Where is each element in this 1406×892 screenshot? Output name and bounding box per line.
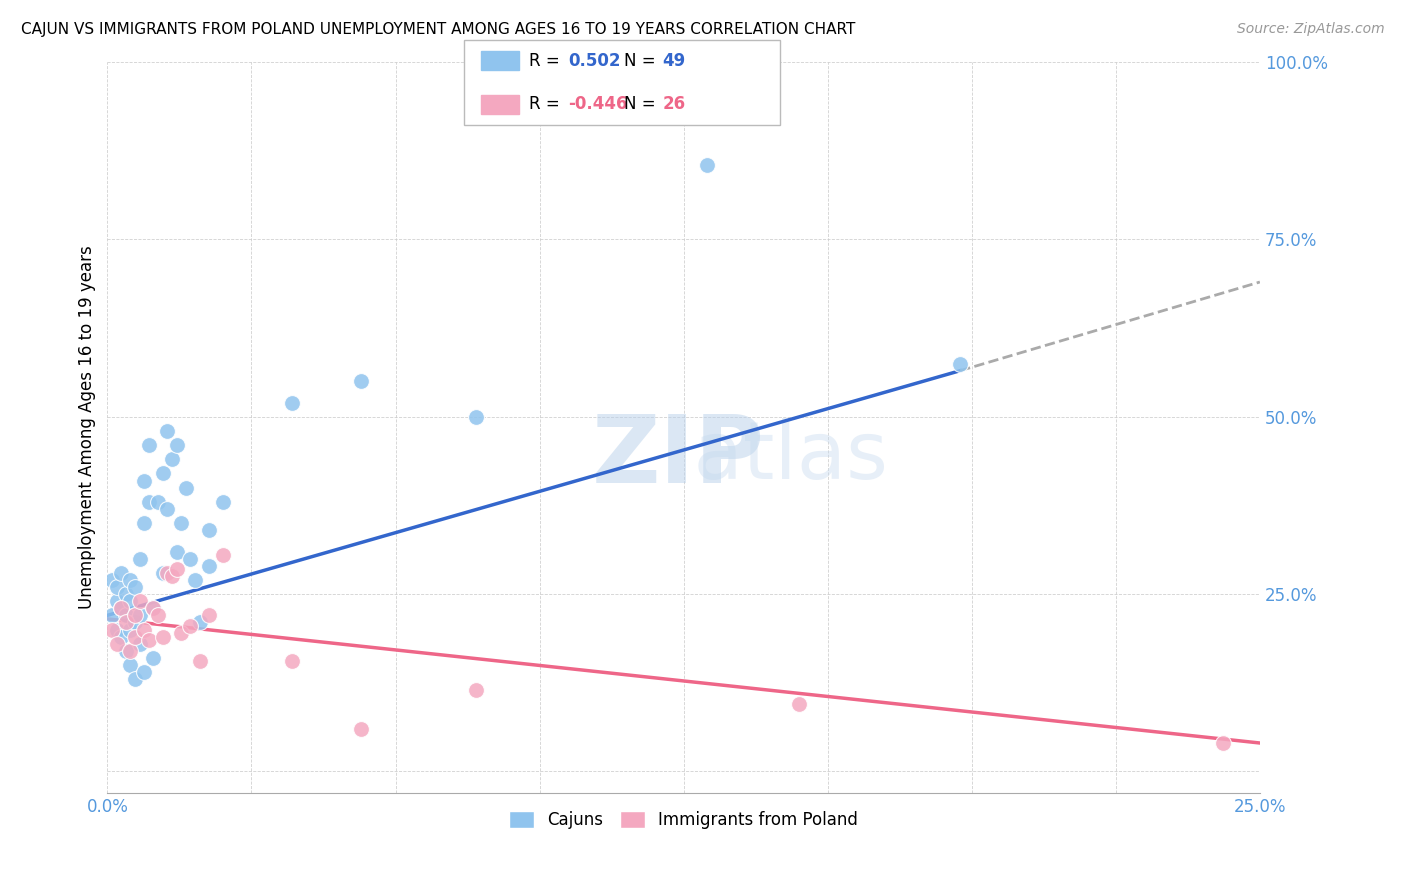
Point <box>134 665 156 679</box>
Point <box>281 395 304 409</box>
Point <box>134 516 156 530</box>
Point <box>146 608 169 623</box>
Point <box>134 474 156 488</box>
Text: 26: 26 <box>662 95 685 113</box>
Point <box>198 608 221 623</box>
Text: atlas: atlas <box>592 417 889 496</box>
Point <box>114 615 136 630</box>
Text: N =: N = <box>624 95 661 113</box>
Point <box>101 608 124 623</box>
Text: -0.446: -0.446 <box>568 95 627 113</box>
Point <box>146 495 169 509</box>
Point <box>142 601 165 615</box>
Legend: Cajuns, Immigrants from Poland: Cajuns, Immigrants from Poland <box>502 804 865 836</box>
Point <box>128 551 150 566</box>
Point <box>170 516 193 530</box>
Text: 49: 49 <box>662 52 686 70</box>
Point <box>211 495 233 509</box>
Point <box>105 623 128 637</box>
Text: Source: ZipAtlas.com: Source: ZipAtlas.com <box>1237 22 1385 37</box>
Point <box>128 594 150 608</box>
Point <box>787 697 810 711</box>
Point <box>138 633 160 648</box>
Point <box>166 544 188 558</box>
Point <box>110 601 132 615</box>
Point <box>174 481 197 495</box>
Text: R =: R = <box>529 95 565 113</box>
Point <box>142 651 165 665</box>
Point <box>105 637 128 651</box>
Point <box>134 623 156 637</box>
Point <box>138 438 160 452</box>
Point <box>465 409 488 424</box>
Point <box>101 623 124 637</box>
Point <box>105 594 128 608</box>
Point <box>128 608 150 623</box>
Point <box>198 558 221 573</box>
Point <box>160 452 183 467</box>
Point <box>152 566 174 580</box>
Point <box>120 573 142 587</box>
Point <box>120 658 142 673</box>
Point <box>160 569 183 583</box>
Point <box>105 580 128 594</box>
Point <box>128 637 150 651</box>
Point <box>120 594 142 608</box>
Point <box>166 438 188 452</box>
Point <box>211 548 233 562</box>
Point <box>156 424 179 438</box>
Point <box>124 608 146 623</box>
Text: 0.502: 0.502 <box>568 52 620 70</box>
Point <box>166 562 188 576</box>
Point <box>142 601 165 615</box>
Point <box>152 467 174 481</box>
Point <box>156 502 179 516</box>
Point <box>101 573 124 587</box>
Point <box>949 357 972 371</box>
Text: N =: N = <box>624 52 661 70</box>
Point <box>350 374 373 388</box>
Point <box>124 672 146 686</box>
Point <box>465 682 488 697</box>
Point <box>114 608 136 623</box>
Point <box>110 630 132 644</box>
Point <box>184 573 207 587</box>
Point <box>110 601 132 615</box>
Point <box>124 580 146 594</box>
Point <box>170 626 193 640</box>
Point <box>188 615 211 630</box>
Point <box>110 566 132 580</box>
Point <box>152 630 174 644</box>
Point <box>281 655 304 669</box>
Point <box>1212 736 1234 750</box>
Text: ZIP: ZIP <box>592 410 765 502</box>
Point <box>696 158 718 172</box>
Point <box>198 523 221 537</box>
Point <box>124 630 146 644</box>
Text: R =: R = <box>529 52 565 70</box>
Y-axis label: Unemployment Among Ages 16 to 19 years: Unemployment Among Ages 16 to 19 years <box>79 245 96 609</box>
Point <box>138 495 160 509</box>
Point <box>120 644 142 658</box>
Point <box>124 615 146 630</box>
Point <box>156 566 179 580</box>
Point <box>120 623 142 637</box>
Point <box>350 722 373 736</box>
Point <box>114 644 136 658</box>
Point <box>179 619 201 633</box>
Text: CAJUN VS IMMIGRANTS FROM POLAND UNEMPLOYMENT AMONG AGES 16 TO 19 YEARS CORRELATI: CAJUN VS IMMIGRANTS FROM POLAND UNEMPLOY… <box>21 22 855 37</box>
Point <box>188 655 211 669</box>
Point <box>114 587 136 601</box>
Point <box>179 551 201 566</box>
